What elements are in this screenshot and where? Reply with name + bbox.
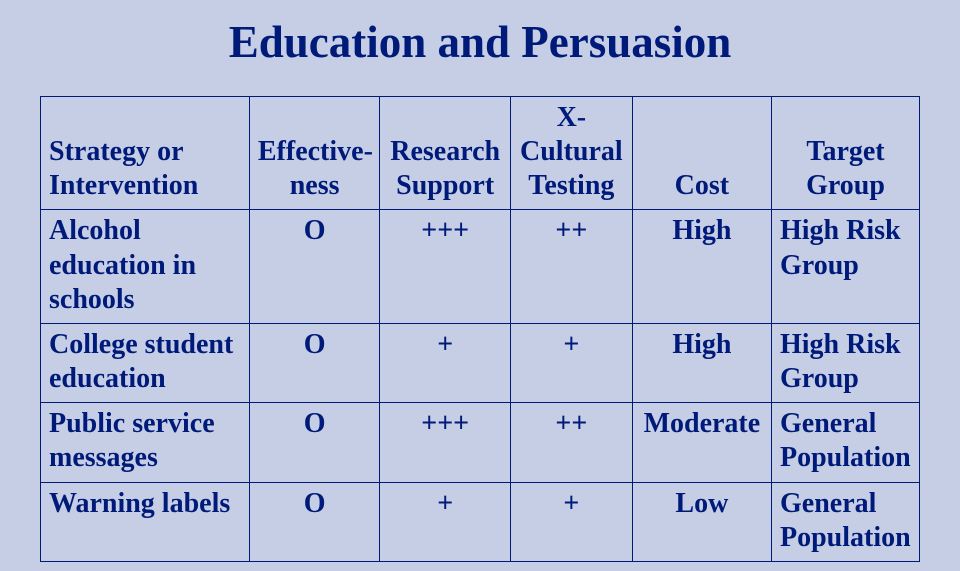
col-strategy: Strategy or Intervention (41, 97, 250, 210)
col-effectiveness: Effective-ness (249, 97, 380, 210)
cell-effectiveness: O (249, 403, 380, 482)
table-row: Warning labels O + + Low General Populat… (41, 482, 920, 561)
col-target: Target Group (772, 97, 920, 210)
cell-effectiveness: O (249, 482, 380, 561)
cell-xcultural: ++ (510, 403, 632, 482)
cell-strategy: Warning labels (41, 482, 250, 561)
cell-strategy: Public service messages (41, 403, 250, 482)
cell-effectiveness: O (249, 323, 380, 402)
col-cost: Cost (632, 97, 771, 210)
cell-target: High Risk Group (772, 210, 920, 323)
cell-xcultural: + (510, 323, 632, 402)
cell-research: +++ (380, 210, 511, 323)
table-header: Strategy or Intervention Effective-ness … (41, 97, 920, 210)
cell-cost: Low (632, 482, 771, 561)
cell-cost: High (632, 323, 771, 402)
cell-research: + (380, 323, 511, 402)
col-xcultural: X-Cultural Testing (510, 97, 632, 210)
slide: Education and Persuasion Strategy or Int… (0, 0, 960, 571)
table-row: Public service messages O +++ ++ Moderat… (41, 403, 920, 482)
col-research: Research Support (380, 97, 511, 210)
cell-strategy: Alcohol education in schools (41, 210, 250, 323)
cell-research: + (380, 482, 511, 561)
table-header-row: Strategy or Intervention Effective-ness … (41, 97, 920, 210)
cell-cost: High (632, 210, 771, 323)
cell-target: General Population (772, 482, 920, 561)
cell-cost: Moderate (632, 403, 771, 482)
table-body: Alcohol education in schools O +++ ++ Hi… (41, 210, 920, 561)
cell-xcultural: ++ (510, 210, 632, 323)
table-row: Alcohol education in schools O +++ ++ Hi… (41, 210, 920, 323)
cell-target: High Risk Group (772, 323, 920, 402)
cell-strategy: College student education (41, 323, 250, 402)
cell-effectiveness: O (249, 210, 380, 323)
cell-target: General Population (772, 403, 920, 482)
table-row: College student education O + + High Hig… (41, 323, 920, 402)
cell-xcultural: + (510, 482, 632, 561)
page-title: Education and Persuasion (40, 16, 920, 68)
strategy-table: Strategy or Intervention Effective-ness … (40, 96, 920, 562)
cell-research: +++ (380, 403, 511, 482)
